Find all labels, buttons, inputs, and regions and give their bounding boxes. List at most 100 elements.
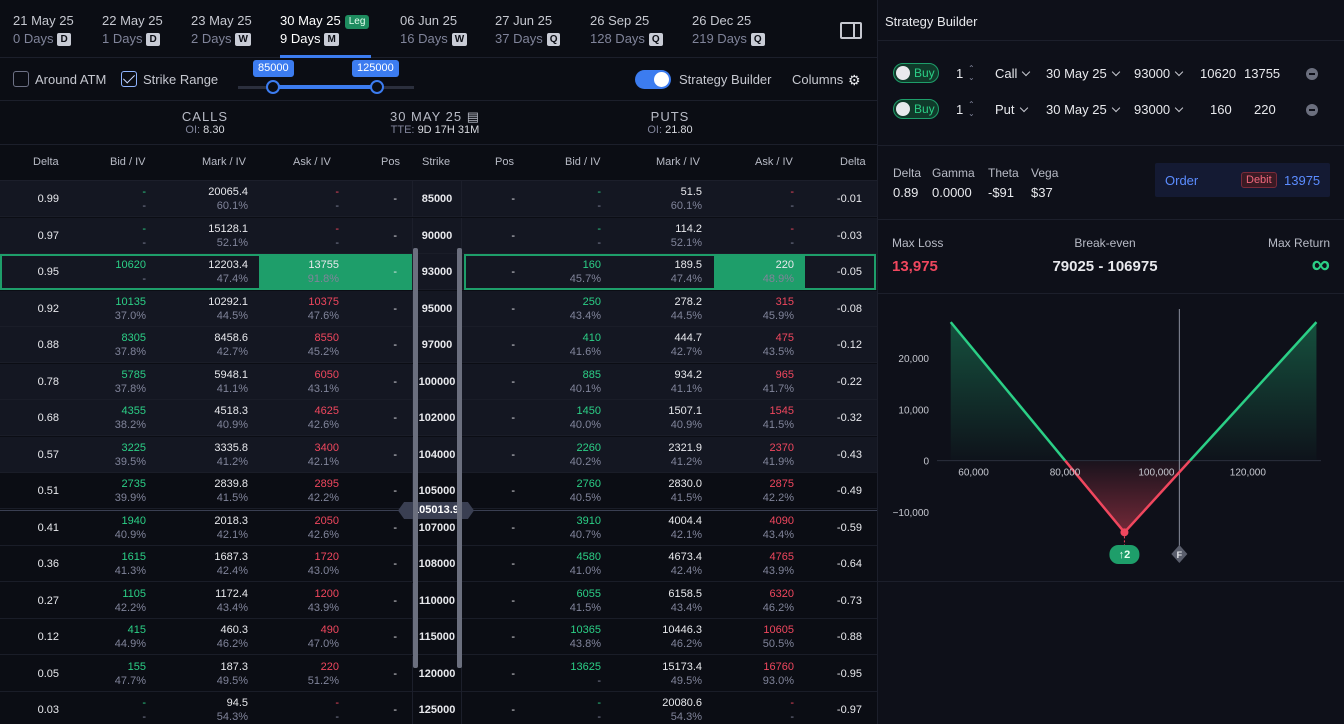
put-bid[interactable]: 3910 (576, 514, 601, 527)
table-row[interactable]: 0.12 415 44.9% 460.3 46.2% 490 47.0% - 115000 - 10… (0, 619, 877, 655)
leg-quantity[interactable]: 1 (956, 66, 964, 81)
strike-range-min-handle[interactable] (266, 80, 280, 94)
around-atm-checkbox[interactable] (13, 71, 29, 87)
put-bid[interactable]: 10365 (570, 624, 601, 636)
put-mark[interactable]: 1507.1 (668, 405, 702, 417)
call-mark[interactable]: 2018.3 (214, 514, 248, 527)
leg-ask[interactable]: 13755 (1244, 66, 1281, 81)
leg-bid[interactable]: 10620 (1200, 66, 1237, 81)
put-mark[interactable]: 51.5 (680, 186, 702, 198)
col-call-mark[interactable]: Mark / IV (202, 156, 247, 168)
table-row[interactable]: 0.57 3225 39.5% 3335.8 41.2% 3400 42.1% -104000… (0, 436, 877, 473)
strike-range-max-handle[interactable] (370, 80, 384, 94)
put-ask[interactable]: 2370 (769, 441, 794, 454)
call-bid[interactable]: 1615 (121, 551, 146, 563)
strike-range-checkbox[interactable] (121, 71, 137, 87)
col-strike[interactable]: Strike (422, 156, 451, 168)
call-ask[interactable]: 4625 (314, 405, 339, 417)
put-ask[interactable]: 6320 (769, 587, 794, 600)
call-bid[interactable]: 1940 (121, 514, 146, 527)
put-mark[interactable]: 2321.9 (668, 441, 702, 454)
put-bid[interactable]: 6055 (576, 587, 601, 600)
order-button[interactable]: Order Debit 13975 (1155, 163, 1330, 197)
call-mark[interactable]: 20065.4 (208, 186, 248, 198)
call-bid[interactable]: 5785 (121, 368, 146, 381)
call-mark[interactable]: 3335.8 (214, 441, 248, 454)
table-row[interactable]: 0.97- -15128.1 52.1% - - -90000- - -114.2 52.1% -… (0, 217, 877, 254)
leg-ask[interactable]: 220 (1254, 102, 1276, 117)
call-mark[interactable]: 1172.4 (215, 587, 248, 600)
call-ask[interactable]: 220 (320, 660, 339, 673)
buy-sell-toggle[interactable]: Buy (893, 63, 939, 83)
col-put-bid[interactable]: Bid / IV (565, 156, 601, 168)
col-call-bid[interactable]: Bid / IV (110, 156, 146, 168)
put-ask[interactable]: 4090 (769, 514, 794, 527)
payoff-chart[interactable]: 20,000 10,000 0 −10,000 60,000 80,000 100,000 1… (877, 295, 1344, 585)
scrollbar[interactable] (413, 248, 418, 668)
put-bid[interactable]: - (597, 697, 601, 709)
expiry-tab[interactable]: 26 Dec 25 219 Days Q (692, 12, 765, 48)
call-mark[interactable]: 4518.3 (214, 405, 248, 417)
put-ask[interactable]: 16760 (763, 660, 794, 673)
table-row[interactable]: 0.95 10620 - 12203.4 47.4% 13755 91.8% - 93000 - 1… (0, 254, 877, 290)
put-bid[interactable]: 1450 (576, 405, 601, 417)
leg-strike-select[interactable]: 93000 (1134, 102, 1184, 117)
put-mark[interactable]: 20080.6 (662, 697, 702, 709)
table-row[interactable]: 0.05 155 47.7% 187.3 49.5% 220 51.2% -120000-13… (0, 655, 877, 692)
table-row[interactable]: 0.92 10135 37.0% 10292.1 44.5% 10375 47.6% -950… (0, 290, 877, 327)
col-call-delta[interactable]: Delta (33, 156, 59, 168)
expiry-tab[interactable]: 06 Jun 25 16 Days W (400, 12, 468, 48)
put-mark[interactable]: 444.7 (674, 332, 702, 344)
leg-expiry-select[interactable]: 30 May 25 (1046, 66, 1120, 81)
call-ask[interactable]: 1720 (314, 551, 339, 563)
call-bid[interactable]: 10620 (115, 259, 146, 271)
col-call-pos[interactable]: Pos (381, 156, 400, 168)
call-mark[interactable]: 10292.1 (208, 295, 248, 308)
call-ask[interactable]: 2895 (314, 478, 339, 490)
call-bid[interactable]: 3225 (121, 441, 146, 454)
put-ask[interactable]: 315 (775, 295, 794, 308)
remove-leg-icon[interactable] (1306, 104, 1318, 116)
call-ask[interactable]: 3400 (314, 441, 339, 454)
table-row[interactable]: 0.78 5785 37.8% 5948.1 41.1% 6050 43.1% -100000… (0, 363, 877, 400)
leg-bid[interactable]: 160 (1210, 102, 1232, 117)
put-ask[interactable]: - (790, 697, 794, 709)
quantity-stepper-icon[interactable]: ⌃ ⌄ (968, 100, 975, 118)
max-loss-point[interactable] (1120, 528, 1129, 537)
put-mark[interactable]: 2830.0 (668, 478, 702, 490)
expiry-tab[interactable]: 27 Jun 25 37 Days Q (495, 12, 561, 48)
table-row[interactable]: 0.99 - - 20065.4 60.1% - - - 85000 - - - 51.5 60.1% - -… (0, 181, 877, 217)
put-bid[interactable]: 4580 (576, 551, 601, 563)
put-bid[interactable]: 160 (582, 259, 601, 271)
put-mark[interactable]: 4673.4 (668, 551, 702, 563)
leg-marker-badge[interactable] (1109, 545, 1140, 564)
call-ask[interactable]: - (335, 186, 339, 198)
put-mark[interactable]: 6158.5 (668, 587, 702, 600)
put-ask[interactable]: 4765 (769, 551, 794, 563)
call-mark[interactable]: 15128.1 (208, 222, 248, 235)
buy-sell-toggle[interactable]: Buy (893, 99, 939, 119)
call-ask[interactable]: 1200 (314, 587, 339, 600)
table-row[interactable]: 0.88 8305 37.8% 8458.6 42.7% 8550 45.2% - 97000 -… (0, 327, 877, 363)
scrollbar[interactable] (457, 248, 462, 668)
col-put-ask[interactable]: Ask / IV (755, 156, 793, 168)
expiry-tab[interactable]: 21 May 25 0 Days D (13, 12, 74, 48)
call-ask[interactable]: 6050 (314, 368, 339, 381)
put-bid[interactable]: 885 (582, 368, 601, 381)
put-ask[interactable]: 10605 (763, 624, 794, 636)
put-mark[interactable]: 934.2 (674, 368, 702, 381)
table-row[interactable]: 0.41 1940 40.9% 2018.3 42.1% 2050 42.6% -107000… (0, 509, 877, 546)
gear-icon[interactable]: ⚙ (848, 72, 861, 88)
leg-strike-select[interactable]: 93000 (1134, 66, 1184, 81)
call-bid[interactable]: 415 (127, 624, 146, 636)
put-mark[interactable]: 189.5 (674, 259, 702, 271)
call-mark[interactable]: 1687.3 (214, 551, 248, 563)
expiry-tab[interactable]: 30 May 25 Leg 9 Days M (280, 12, 370, 48)
put-mark[interactable]: 15173.4 (662, 660, 702, 673)
put-bid[interactable]: 250 (582, 295, 601, 308)
col-put-mark[interactable]: Mark / IV (656, 156, 701, 168)
table-row[interactable]: 0.36 1615 41.3% 1687.3 42.4% 1720 43.0% - 108000… (0, 546, 877, 582)
table-row[interactable]: 0.68 4355 38.2% 4518.3 40.9% 4625 42.6% - 102000… (0, 400, 877, 436)
call-bid[interactable]: 2735 (121, 478, 146, 490)
call-ask[interactable]: 2050 (314, 514, 339, 527)
